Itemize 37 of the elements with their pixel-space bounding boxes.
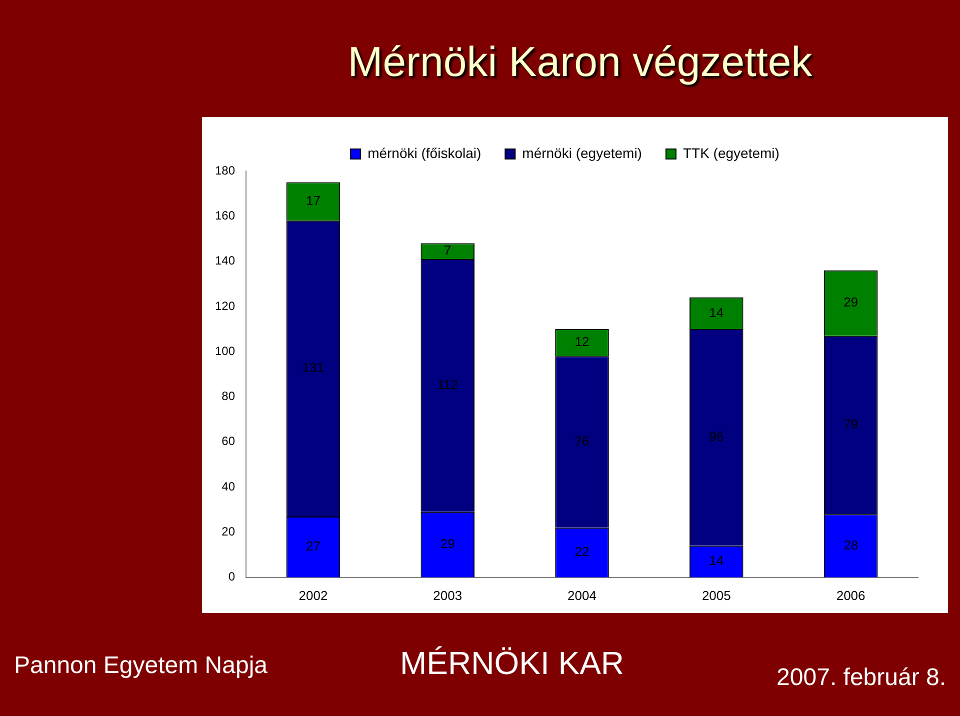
data-label: 29 bbox=[844, 294, 858, 310]
y-tick-label: 60 bbox=[222, 434, 236, 448]
data-label: 28 bbox=[844, 537, 858, 552]
data-label: 131 bbox=[302, 360, 324, 376]
y-tick-label: 160 bbox=[214, 208, 236, 222]
data-label: 22 bbox=[574, 544, 590, 560]
x-tick-label: 2002 bbox=[298, 588, 328, 603]
data-label: 29 bbox=[440, 536, 455, 552]
x-tick-label: 2004 bbox=[568, 588, 596, 603]
text: 2007. február 8. bbox=[776, 664, 946, 692]
data-label: 96 bbox=[709, 428, 724, 444]
y-tick-label: 0 bbox=[228, 570, 236, 584]
data-label: 14 bbox=[709, 553, 724, 568]
x-tick-label: 2003 bbox=[433, 588, 462, 603]
data-label: 27 bbox=[306, 538, 320, 554]
data-label: 14 bbox=[709, 304, 724, 320]
x-tick-label: 2005 bbox=[702, 588, 731, 603]
text: Pannon Egyetem Napja bbox=[14, 652, 268, 680]
legend-label: mérnöki (egyetemi) bbox=[522, 144, 642, 161]
y-tick-label: 100 bbox=[214, 344, 236, 358]
data-label: 12 bbox=[574, 334, 590, 350]
chart-title: Mérnöki Karon végzettek bbox=[346, 38, 814, 86]
x-tick-label: 2006 bbox=[836, 588, 866, 603]
y-tick-label: 40 bbox=[222, 479, 236, 494]
data-label: 17 bbox=[306, 193, 320, 208]
data-label: 112 bbox=[437, 377, 458, 392]
legend-label: TTK (egyetemi) bbox=[682, 144, 780, 161]
data-label: 76 bbox=[574, 434, 590, 449]
legend-label: mérnöki (főiskolai) bbox=[368, 144, 482, 161]
y-tick-label: 80 bbox=[222, 389, 236, 404]
y-tick-label: 140 bbox=[214, 254, 236, 268]
y-tick-label: 120 bbox=[214, 298, 236, 313]
text: MÉRNÖKI KAR bbox=[400, 645, 624, 682]
data-label: 79 bbox=[844, 416, 858, 432]
data-label: 7 bbox=[444, 242, 452, 258]
y-tick-label: 20 bbox=[222, 524, 236, 539]
y-tick-label: 180 bbox=[214, 163, 236, 178]
